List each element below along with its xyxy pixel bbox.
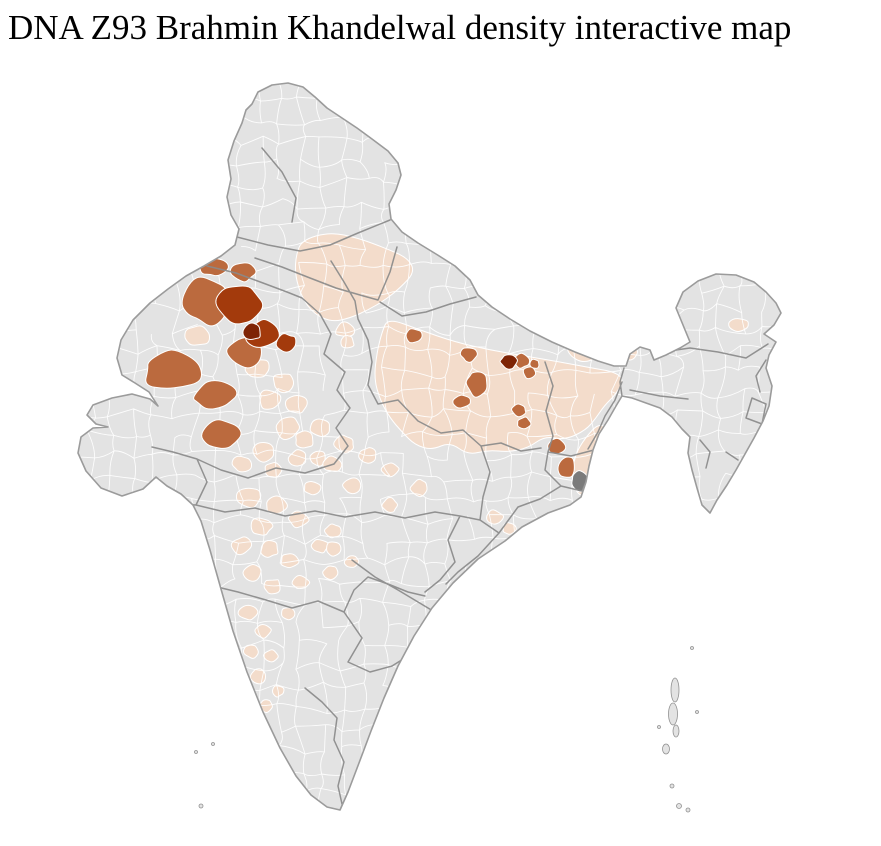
district-low[interactable] — [310, 538, 330, 554]
district-low[interactable] — [252, 441, 275, 463]
district-low[interactable] — [281, 607, 296, 621]
district-low[interactable] — [380, 462, 400, 478]
district-medium[interactable] — [529, 358, 540, 369]
nicobar-island — [685, 807, 691, 813]
district-medium[interactable] — [557, 456, 575, 478]
district-medium[interactable] — [511, 403, 527, 418]
lakshadweep-island — [198, 803, 204, 809]
district-low[interactable] — [264, 462, 283, 478]
district-medium[interactable] — [145, 349, 203, 389]
island-chains — [194, 646, 699, 813]
andaman-island — [657, 725, 661, 729]
district-low[interactable] — [324, 523, 342, 539]
district-low[interactable] — [184, 325, 211, 346]
district-medium[interactable] — [405, 328, 423, 344]
andaman-island — [672, 724, 680, 738]
lakshadweep-island — [194, 750, 198, 754]
district-low[interactable] — [728, 318, 749, 333]
district-low[interactable] — [263, 579, 281, 595]
district-highest[interactable] — [242, 322, 261, 340]
district-low[interactable] — [340, 334, 355, 349]
district-low[interactable] — [502, 522, 517, 535]
district-low[interactable] — [259, 389, 282, 410]
district-low[interactable] — [254, 623, 272, 639]
district-low[interactable] — [374, 320, 623, 454]
district-low[interactable] — [335, 321, 356, 337]
district-low[interactable] — [287, 449, 307, 467]
district-medium[interactable] — [522, 366, 537, 380]
district-high[interactable] — [215, 285, 264, 325]
district-low[interactable] — [242, 563, 262, 582]
district-medium[interactable] — [459, 347, 478, 363]
district-low[interactable] — [284, 394, 308, 414]
map-title: DNA Z93 Brahmin Khandelwal density inter… — [8, 8, 792, 47]
andaman-island — [670, 677, 680, 703]
district-low[interactable] — [326, 541, 342, 557]
nicobar-island — [669, 783, 675, 789]
high-density-districts-layer — [145, 257, 589, 493]
andaman-island — [668, 702, 678, 726]
district-low[interactable] — [322, 565, 339, 581]
andaman-island — [662, 743, 670, 755]
district-low[interactable] — [231, 455, 253, 473]
district-medium[interactable] — [201, 419, 242, 449]
district-low[interactable] — [381, 496, 398, 513]
lakshadweep-island — [211, 742, 215, 746]
district-medium[interactable] — [465, 371, 488, 398]
district-low[interactable] — [230, 536, 253, 556]
andaman-island — [690, 646, 694, 650]
district-low[interactable] — [409, 478, 428, 498]
district-low[interactable] — [242, 644, 259, 659]
district-high[interactable] — [275, 333, 297, 353]
district-medium[interactable] — [193, 380, 238, 410]
district-highest[interactable] — [499, 354, 518, 370]
district-low[interactable] — [295, 430, 314, 449]
district-low[interactable] — [272, 373, 295, 394]
nicobar-island — [676, 803, 682, 809]
district-low[interactable] — [303, 480, 322, 496]
district-low[interactable] — [342, 477, 362, 495]
district-medium[interactable] — [452, 394, 471, 409]
district-low[interactable] — [237, 604, 259, 621]
andaman-island — [695, 710, 699, 714]
district-medium[interactable] — [517, 416, 532, 430]
district-medium[interactable] — [181, 276, 229, 327]
